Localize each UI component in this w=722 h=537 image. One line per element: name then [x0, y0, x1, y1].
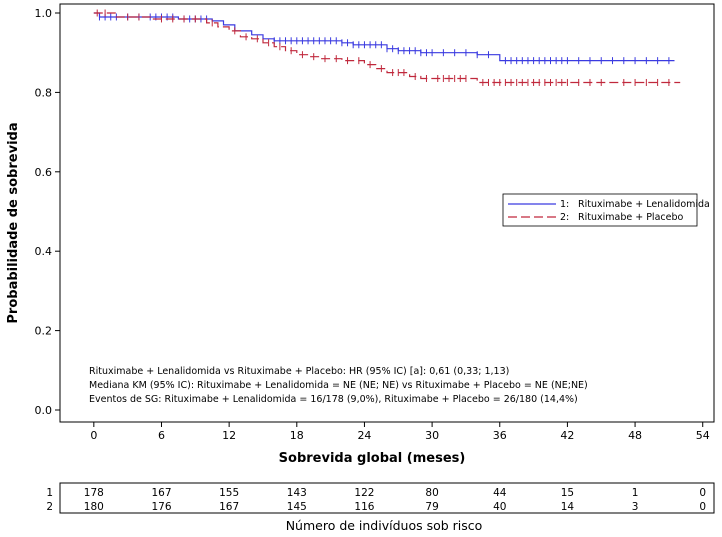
x-tick-label-9: 54: [696, 429, 710, 442]
legend-label-1: Rituximabe + Lenalidomida: [578, 199, 710, 210]
annotations: Rituximabe + Lenalidomida vs Rituximabe …: [89, 366, 588, 405]
y-tick-label-5: 1.0: [35, 7, 53, 20]
x-tick-label-2: 12: [222, 429, 236, 442]
series-1-line: [93, 12, 675, 62]
risk-value-1-0: 178: [84, 487, 104, 499]
risk-value-2-8: 3: [632, 501, 639, 513]
x-axis: 0 6 12 18 24 30 36 42 48 54: [90, 422, 710, 442]
risk-value-1-8: 1: [632, 487, 639, 499]
y-tick-label-1: 0.2: [35, 325, 53, 338]
risk-table-title: Número de indivíduos sob risco: [286, 518, 483, 533]
risk-value-1-1: 167: [151, 487, 171, 499]
risk-table-frame: [59, 482, 715, 514]
x-tick-label-3: 18: [290, 429, 304, 442]
risk-value-2-5: 79: [425, 501, 438, 513]
risk-value-2-7: 14: [561, 501, 575, 513]
risk-row-label-1: 1: [46, 487, 53, 499]
risk-value-1-4: 122: [354, 487, 374, 499]
risk-value-1-9: 0: [699, 487, 706, 499]
risk-value-1-5: 80: [425, 487, 438, 499]
x-tick-label-7: 42: [560, 429, 574, 442]
risk-value-2-4: 116: [354, 501, 374, 513]
plot-frame: [59, 3, 715, 423]
y-axis: 0.0 0.2 0.4 0.6 0.8 1.0: [35, 7, 60, 417]
annotation-events: Eventos de SG: Rituximabe + Lenalidomida…: [89, 394, 578, 405]
x-tick-label-5: 30: [425, 429, 439, 442]
x-tick-label-1: 6: [158, 429, 165, 442]
series-2-line: [93, 12, 681, 84]
y-tick-label-4: 0.8: [35, 86, 53, 99]
legend-label-2: Rituximabe + Placebo: [578, 212, 683, 223]
x-tick-label-8: 48: [628, 429, 642, 442]
y-axis-title: Probabilidade de sobrevida: [6, 122, 21, 323]
y-tick-label-2: 0.4: [35, 245, 53, 258]
annotation-median: Mediana KM (95% IC): Rituximabe + Lenali…: [89, 380, 588, 391]
x-tick-label-4: 24: [357, 429, 371, 442]
y-tick-label-0: 0.0: [35, 404, 53, 417]
risk-value-1-3: 143: [287, 487, 307, 499]
legend-number-2: 2:: [560, 212, 569, 223]
x-axis-title: Sobrevida global (meses): [279, 451, 466, 466]
risk-value-1-2: 155: [219, 487, 239, 499]
legend-box: [502, 193, 698, 227]
survival-curves: [93, 9, 681, 86]
risk-value-1-7: 15: [561, 487, 574, 499]
risk-value-1-6: 44: [493, 487, 507, 499]
risk-value-2-1: 176: [151, 501, 171, 513]
annotation-hr: Rituximabe + Lenalidomida vs Rituximabe …: [89, 366, 509, 377]
risk-value-2-2: 167: [219, 501, 239, 513]
risk-row-label-2: 2: [46, 501, 53, 513]
legend: 1: Rituximabe + Lenalidomida 2: Rituxima…: [502, 193, 710, 227]
risk-value-2-9: 0: [699, 501, 706, 513]
x-tick-label-0: 0: [90, 429, 97, 442]
y-tick-label-3: 0.6: [35, 166, 53, 179]
legend-number-1: 1:: [560, 199, 569, 210]
risk-value-2-0: 180: [84, 501, 104, 513]
risk-value-2-3: 145: [287, 501, 307, 513]
risk-value-2-6: 40: [493, 501, 506, 513]
risk-table: 1 178 167 155 143 122 80 44 15 1 02 180 176 167 145 116…: [46, 487, 706, 513]
x-tick-label-6: 36: [493, 429, 507, 442]
